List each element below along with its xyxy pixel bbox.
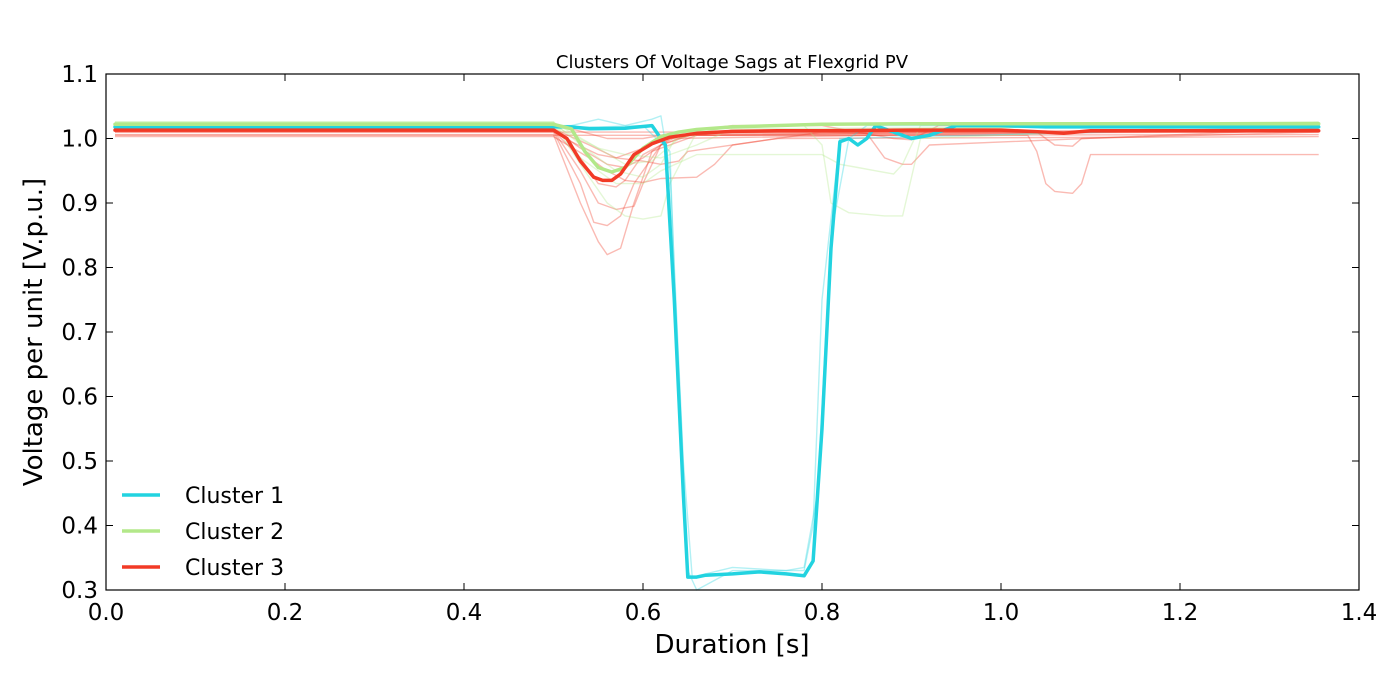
y-tick-label: 0.7 — [61, 320, 98, 346]
faint-trace-2 — [115, 131, 1319, 227]
x-tick-label: 0.0 — [88, 600, 125, 626]
series-lines — [113, 121, 1321, 579]
y-tick-label: 1.0 — [61, 127, 98, 153]
faint-trace-9 — [115, 134, 1319, 194]
legend-label-cluster-3: Cluster 3 — [185, 556, 284, 581]
y-tick-label: 0.3 — [61, 578, 98, 604]
faint-trace-8 — [115, 128, 1319, 165]
y-tick-label: 0.9 — [61, 191, 98, 217]
faint-trace-12 — [115, 122, 1319, 220]
series-line-cluster-3 — [113, 128, 1321, 183]
series-line-cluster-1 — [113, 123, 1321, 579]
legend-label-cluster-2: Cluster 2 — [185, 520, 284, 545]
y-tick-label: 0.4 — [61, 514, 98, 540]
chart-title: Clusters Of Voltage Sags at Flexgrid PV — [556, 52, 909, 73]
x-axis-label: Duration [s] — [654, 630, 809, 660]
y-tick-label: 0.6 — [61, 385, 98, 411]
y-tick-label: 0.5 — [61, 449, 98, 475]
x-tick-label: 1.0 — [983, 600, 1020, 626]
x-tick-label: 1.2 — [1162, 600, 1199, 626]
faint-trace-10 — [115, 131, 1319, 147]
faint-trace-15 — [115, 121, 1319, 185]
faint-trace-3 — [115, 130, 1319, 211]
legend-label-cluster-1: Cluster 1 — [185, 484, 284, 509]
y-axis-label: Voltage per unit [V.p.u.] — [19, 178, 49, 486]
x-tick-label: 0.4 — [446, 600, 483, 626]
y-tick-label: 1.1 — [61, 62, 98, 88]
x-axis-ticks: 0.0 0.2 0.4 0.6 0.8 1.0 1.2 1.4 — [88, 74, 1378, 626]
legend: Cluster 1 Cluster 2 Cluster 3 — [122, 484, 284, 581]
faint-trace-4 — [115, 130, 1319, 188]
x-tick-label: 1.4 — [1341, 600, 1378, 626]
y-tick-label: 0.8 — [61, 256, 98, 282]
x-tick-label: 0.8 — [804, 600, 841, 626]
faint-trace-1 — [115, 133, 1319, 256]
x-tick-label: 0.6 — [625, 600, 662, 626]
faint-trace-18 — [115, 124, 1319, 591]
x-tick-label: 0.2 — [267, 600, 304, 626]
y-axis-ticks: 0.3 0.4 0.5 0.6 0.7 0.8 0.9 1.0 1.1 — [61, 62, 1359, 604]
